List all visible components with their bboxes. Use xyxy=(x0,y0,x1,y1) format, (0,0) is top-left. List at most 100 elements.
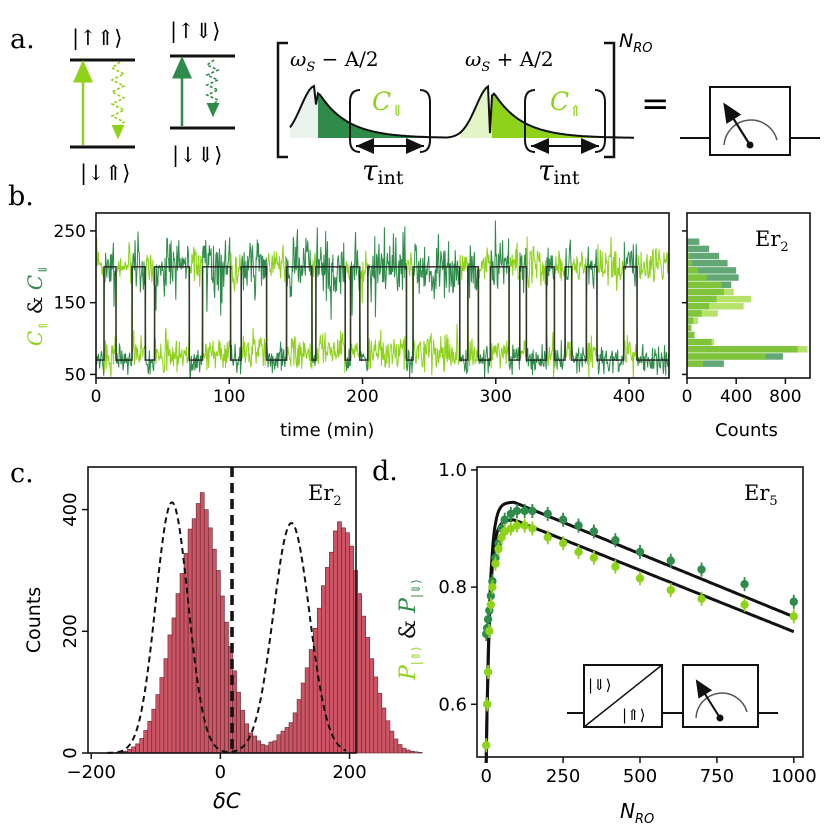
hist-bar xyxy=(203,509,209,754)
tau-int-high: τint xyxy=(538,154,580,189)
hist-bar-down xyxy=(687,238,700,245)
x-tick-label: 250 xyxy=(546,766,580,787)
x-tick-label: 750 xyxy=(700,766,734,787)
data-point xyxy=(558,538,568,548)
hist-bar-up xyxy=(687,360,703,367)
hist-bar xyxy=(220,595,225,754)
data-point xyxy=(697,565,706,574)
double-gaussian-fit xyxy=(107,501,347,754)
data-point xyxy=(635,547,645,557)
hist-bar xyxy=(405,749,411,754)
energy-level-diagram-2: |↑⇓⟩ |↓⇓⟩ xyxy=(170,19,235,168)
x-tick-label: 400 xyxy=(720,387,752,407)
hist-bar xyxy=(345,532,350,754)
hist-bar xyxy=(292,712,298,754)
hist-bar xyxy=(260,744,266,754)
data-point xyxy=(528,524,537,533)
hist-bar xyxy=(333,530,338,754)
hist-bar-up xyxy=(687,346,808,353)
hist-bar xyxy=(252,735,258,754)
inset-state-down: |⇓⟩ xyxy=(588,676,611,694)
fit-upper xyxy=(484,500,795,763)
c-ylabel: Counts xyxy=(23,587,45,653)
window-bracket-high-left xyxy=(524,89,536,153)
x-tick-label: 0 xyxy=(682,387,693,407)
x-tick-label: 0 xyxy=(215,762,226,783)
hist-bar xyxy=(195,503,201,754)
hist-bar-up xyxy=(687,331,695,339)
hist-bar xyxy=(236,691,241,754)
panel-label-a: a. xyxy=(10,24,35,55)
bracket-left xyxy=(276,41,288,159)
y-tick-label: 150 xyxy=(54,294,86,314)
state-up-downdown: |↑⇓⟩ xyxy=(170,19,220,44)
inset-state-up: |⇑⟩ xyxy=(622,706,645,724)
data-point xyxy=(500,515,509,524)
hist-bar xyxy=(280,730,286,754)
x-tick-label: 400 xyxy=(613,387,645,407)
hist-bar xyxy=(163,658,169,754)
data-point xyxy=(512,521,522,530)
hist-bar xyxy=(159,677,165,754)
hist-bar xyxy=(212,548,217,754)
hist-bar xyxy=(304,667,310,754)
spectrum-line xyxy=(289,84,634,139)
hist-bar-up xyxy=(687,274,707,281)
hist-bar xyxy=(337,521,342,754)
hist-bar xyxy=(288,722,294,754)
trace-xlabel: time (min) xyxy=(280,420,374,441)
histogram-c-frame xyxy=(87,466,357,754)
data-point xyxy=(635,574,645,583)
hist-bar xyxy=(155,694,161,754)
hist-bar xyxy=(413,751,419,754)
hist-bar-up xyxy=(687,259,692,267)
hist-bar xyxy=(143,730,149,754)
data-point xyxy=(483,667,493,677)
data-point xyxy=(483,615,493,624)
data-point xyxy=(543,533,552,542)
hist-bar xyxy=(409,750,415,754)
hist-bar-up xyxy=(687,267,699,274)
data-point xyxy=(789,597,798,606)
hist-bar xyxy=(199,492,205,754)
hist-bar xyxy=(276,734,282,754)
c-xlabel: δC xyxy=(213,789,241,813)
fit-lower xyxy=(484,518,795,763)
hist-bar xyxy=(139,738,144,754)
data-point xyxy=(740,579,749,589)
deltaC-histogram: −200 0 200 0 200 400 Er2 δC Counts xyxy=(23,466,423,813)
data-point xyxy=(589,527,599,536)
x-tick-label: 0 xyxy=(91,387,102,407)
y-tick-label: 200 xyxy=(60,614,81,648)
series-c-down xyxy=(96,220,669,378)
hist-bar-down xyxy=(687,360,724,367)
state-fit-line xyxy=(96,266,669,361)
hist-bar xyxy=(175,593,181,754)
x-tick-label: 0 xyxy=(480,766,491,787)
hist-bar xyxy=(207,527,213,754)
hist-bar xyxy=(272,740,278,754)
d-xlabel: NRO xyxy=(620,799,654,827)
x-tick-label: 1000 xyxy=(771,766,817,787)
hist-bar-down xyxy=(687,267,737,274)
hist-bar xyxy=(417,752,423,754)
y-tick-label: 1.0 xyxy=(438,460,467,481)
state-up-upup: |↑⇑⟩ xyxy=(72,26,122,51)
x-tick-label: 200 xyxy=(332,762,366,783)
x-tick-label: 100 xyxy=(213,387,245,407)
data-point xyxy=(666,556,675,565)
hist-bar xyxy=(361,615,366,754)
histogram-frame xyxy=(686,212,811,379)
hist-annotation: Er2 xyxy=(755,227,789,255)
hist-bar xyxy=(191,518,197,754)
bracket-right xyxy=(604,41,616,159)
c-annotation: Er2 xyxy=(308,481,342,509)
hist-bar xyxy=(268,741,274,754)
data-point xyxy=(485,626,494,636)
hist-bar-up xyxy=(687,353,766,360)
decay-wave-1 xyxy=(110,61,126,140)
data-point xyxy=(488,582,497,592)
data-point xyxy=(528,506,537,516)
hist-bar xyxy=(341,527,346,754)
trace-histogram: 0 400 800 Er2 Counts xyxy=(682,212,811,441)
